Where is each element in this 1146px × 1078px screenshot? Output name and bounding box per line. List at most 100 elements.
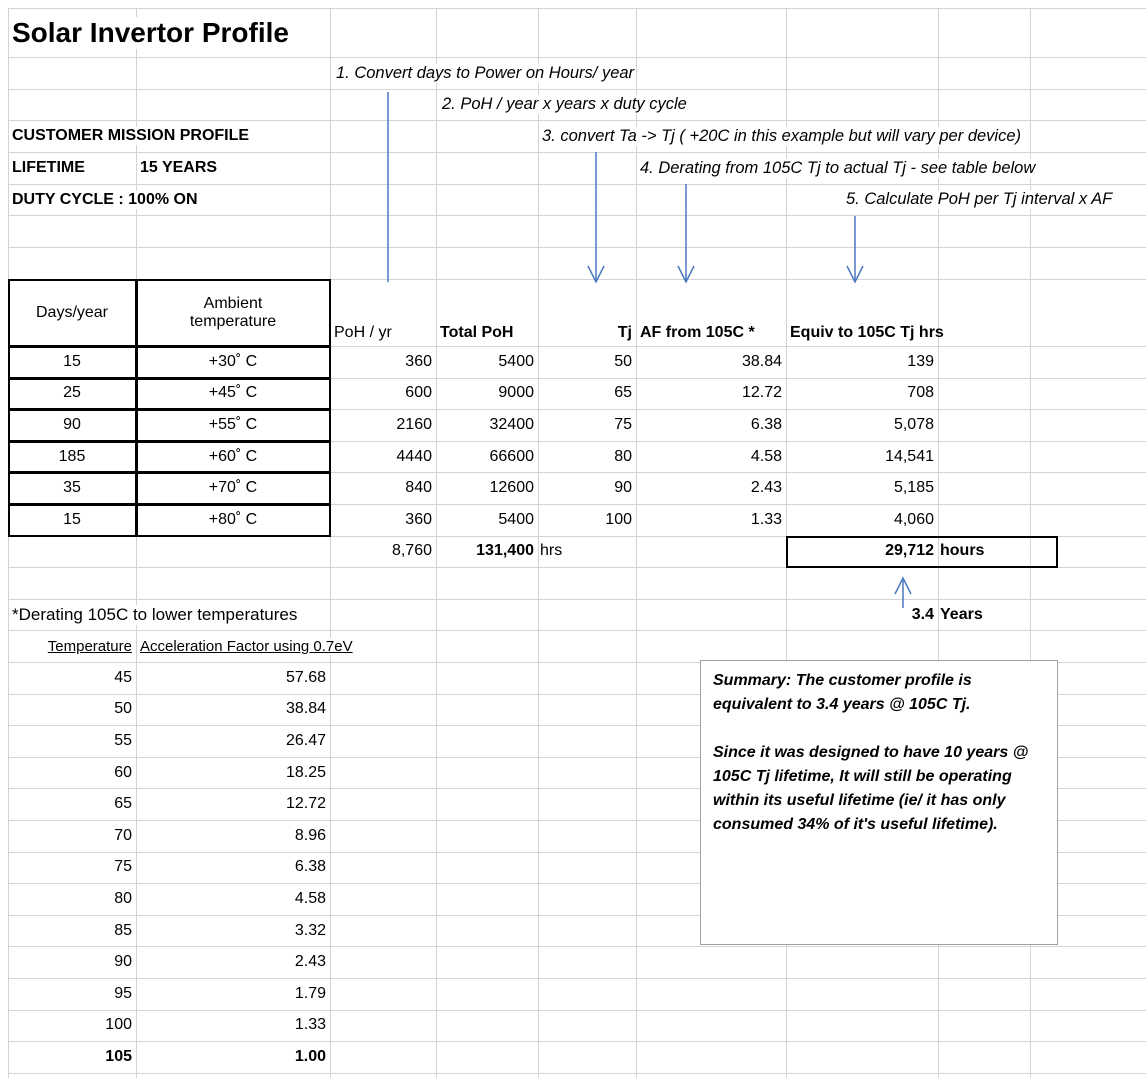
table-cell: 2160	[330, 409, 436, 441]
derating-af-text: 12.72	[285, 795, 326, 813]
table-border	[8, 504, 137, 537]
derating-title: *Derating 105C to lower temperatures	[8, 599, 538, 631]
table-header: Equiv to 105C Tj hrs	[786, 279, 1030, 346]
table-cell: 38.84	[636, 346, 786, 378]
step-note: 4. Derating from 105C Tj to actual Tj - …	[640, 152, 1146, 184]
table-cell-text: 50	[614, 352, 632, 370]
years-value: 3.4	[786, 599, 938, 631]
table-border	[136, 504, 331, 537]
table-header: Days/year	[8, 279, 136, 346]
grid-line	[8, 215, 1146, 216]
years-unit: Years	[938, 599, 1030, 631]
grid-line	[1030, 8, 1031, 1078]
derating-af: 2.43	[136, 946, 330, 978]
total-box	[786, 535, 1058, 569]
grid-line	[8, 535, 1146, 537]
table-cell: 12.72	[636, 378, 786, 410]
total-unit-text: hrs	[540, 542, 563, 560]
grid-line	[8, 567, 1146, 569]
grid-line	[8, 89, 1146, 90]
grid-line	[8, 504, 1146, 505]
table-cell-text: +60˚ C	[208, 447, 258, 465]
table-cell: 100	[538, 504, 636, 536]
table-cell: 2.43	[636, 472, 786, 504]
derating-temp-text: 80	[114, 889, 132, 907]
table-border	[136, 346, 331, 379]
table-header: Tj	[538, 279, 636, 346]
table-cell-text: 32400	[489, 415, 535, 433]
grid-line	[8, 1009, 1146, 1011]
derating-af: 8.96	[136, 820, 330, 852]
grid-line	[8, 1072, 1146, 1074]
grid-line	[8, 630, 1146, 632]
grid-line	[8, 8, 1146, 9]
title-text: Solar Invertor Profile	[12, 16, 289, 49]
table-cell-text: 15	[63, 352, 81, 370]
table-cell-text: 2.43	[750, 479, 782, 497]
table-header-text: Days/year	[35, 303, 109, 321]
derating-temp-text: 90	[114, 953, 132, 971]
total-poh-yr-text: 8,760	[391, 542, 432, 560]
derating-af: 6.38	[136, 852, 330, 884]
table-cell-text: 38.84	[741, 352, 782, 370]
table-cell-text: 25	[63, 384, 81, 402]
total-poh-yr: 8,760	[330, 536, 436, 568]
table-cell: 32400	[436, 409, 538, 441]
derating-temp: 105	[8, 1041, 136, 1073]
years-unit-text: Years	[940, 605, 983, 623]
derating-temp-text: 85	[114, 921, 132, 939]
step-note-text: 4. Derating from 105C Tj to actual Tj - …	[640, 158, 1036, 178]
profile-value: 15 YEARS	[136, 152, 330, 184]
table-header-text: Equiv to 105C Tj hrs	[790, 324, 944, 341]
derating-af-text: 3.32	[294, 921, 326, 939]
table-cell-text: 2160	[396, 415, 432, 433]
derating-af: 1.33	[136, 1010, 330, 1042]
table-cell-text: 75	[614, 415, 632, 433]
derating-af: 38.84	[136, 694, 330, 726]
grid-line	[538, 8, 539, 1078]
grid-line	[8, 693, 1146, 695]
table-cell-text: 5400	[498, 352, 534, 370]
derating-temp-text: 70	[114, 826, 132, 844]
title: Solar Invertor Profile	[8, 8, 436, 57]
grid-line	[8, 279, 1146, 280]
derating-temp-text: 45	[114, 668, 132, 686]
table-cell-text: +55˚ C	[208, 415, 258, 433]
derating-af: 18.25	[136, 757, 330, 789]
table-cell: 66600	[436, 441, 538, 473]
derating-header: Temperature	[8, 630, 136, 662]
derating-temp: 90	[8, 946, 136, 978]
table-border	[8, 377, 137, 411]
table-border	[136, 377, 331, 411]
grid-line	[8, 57, 1146, 58]
derating-af: 57.68	[136, 662, 330, 694]
derating-header: Acceleration Factor using 0.7eV	[136, 630, 436, 662]
derating-af: 1.00	[136, 1041, 330, 1073]
table-cell-text: 15	[63, 510, 81, 528]
derating-af-text: 1.33	[294, 1016, 326, 1034]
grid-line	[8, 914, 1146, 916]
step-note: 2. PoH / year x years x duty cycle	[442, 89, 1146, 120]
table-border	[136, 472, 331, 505]
table-cell: 5400	[436, 346, 538, 378]
derating-temp-text: 60	[114, 763, 132, 781]
grid-line	[8, 409, 1146, 411]
derating-temp: 45	[8, 662, 136, 694]
table-cell-text: 80	[614, 447, 632, 465]
table-cell-text: 66600	[489, 447, 535, 465]
table-cell: 360	[330, 346, 436, 378]
grid-line	[8, 756, 1146, 758]
total-equiv-text: 29,712	[885, 542, 934, 560]
step-note-text: 2. PoH / year x years x duty cycle	[442, 95, 687, 114]
derating-temp: 80	[8, 883, 136, 915]
grid-line	[636, 8, 637, 1078]
profile-label-text: LIFETIME	[12, 159, 85, 176]
summary-text: Summary: The customer profile is equival…	[713, 672, 972, 713]
table-cell: 50	[538, 346, 636, 378]
table-cell: 360	[330, 504, 436, 536]
table-header-text: Ambient temperature	[189, 294, 277, 330]
grid-line	[8, 978, 1146, 979]
grid-line	[8, 472, 1146, 474]
table-cell-text: 708	[907, 384, 934, 402]
